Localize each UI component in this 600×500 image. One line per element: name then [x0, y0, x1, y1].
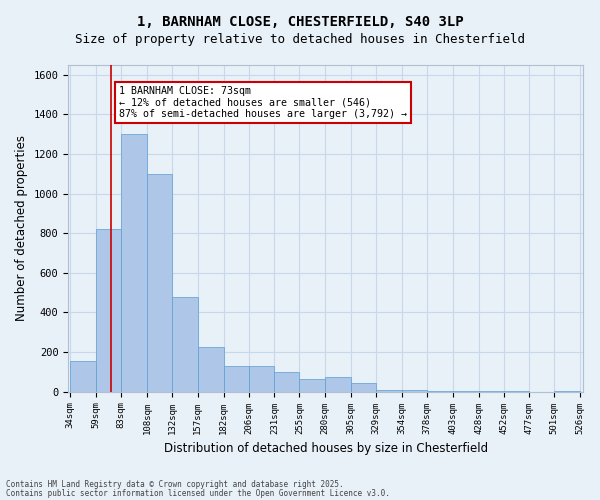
Bar: [427, 390, 453, 392]
Text: 1, BARNHAM CLOSE, CHESTERFIELD, S40 3LP: 1, BARNHAM CLOSE, CHESTERFIELD, S40 3LP: [137, 15, 463, 29]
Bar: [274, 372, 299, 392]
Bar: [503, 390, 529, 392]
Bar: [554, 390, 580, 392]
Y-axis label: Number of detached properties: Number of detached properties: [15, 136, 28, 322]
Bar: [299, 379, 325, 392]
Bar: [479, 390, 503, 392]
Bar: [325, 377, 351, 392]
Bar: [172, 296, 198, 392]
Text: Contains HM Land Registry data © Crown copyright and database right 2025.: Contains HM Land Registry data © Crown c…: [6, 480, 344, 489]
Bar: [248, 366, 274, 392]
Text: 1 BARNHAM CLOSE: 73sqm
← 12% of detached houses are smaller (546)
87% of semi-de: 1 BARNHAM CLOSE: 73sqm ← 12% of detached…: [119, 86, 407, 119]
Bar: [453, 390, 479, 392]
Bar: [376, 390, 402, 392]
Bar: [224, 366, 248, 392]
Text: Size of property relative to detached houses in Chesterfield: Size of property relative to detached ho…: [75, 32, 525, 46]
Bar: [70, 361, 96, 392]
X-axis label: Distribution of detached houses by size in Chesterfield: Distribution of detached houses by size …: [164, 442, 488, 455]
Text: Contains public sector information licensed under the Open Government Licence v3: Contains public sector information licen…: [6, 488, 390, 498]
Bar: [96, 230, 121, 392]
Bar: [351, 383, 376, 392]
Bar: [147, 174, 172, 392]
Bar: [402, 390, 427, 392]
Bar: [198, 347, 224, 392]
Bar: [121, 134, 147, 392]
